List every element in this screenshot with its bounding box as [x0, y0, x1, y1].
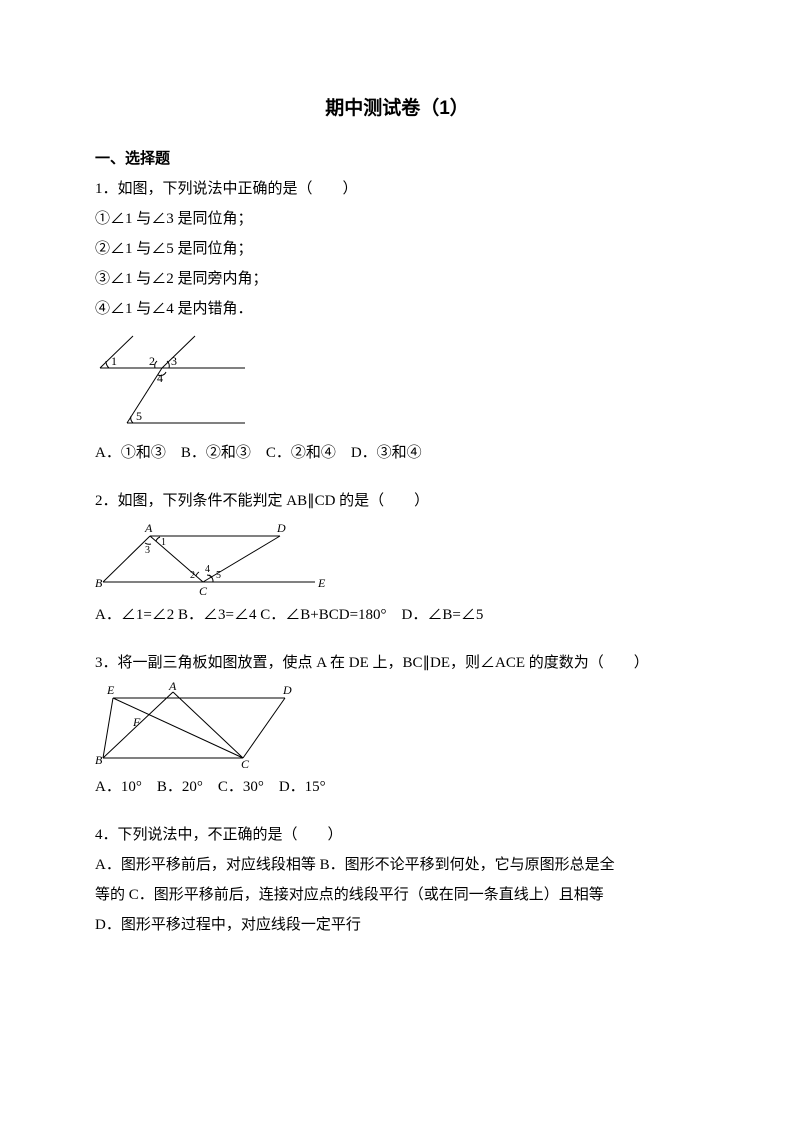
- q2-svg: A D B C E 1 3 2 4 5: [95, 520, 335, 598]
- q2-label-B: B: [95, 576, 103, 590]
- q1-stem: 1．如图，下列说法中正确的是（ ）: [95, 174, 699, 204]
- q1-line3: ③∠1 与∠2 是同旁内角；: [95, 264, 699, 294]
- section-header: 一、选择题: [95, 144, 699, 174]
- q1-label-3: 3: [171, 354, 177, 368]
- q2-options: A．∠1=∠2 B．∠3=∠4 C．∠B+BCD=180° D．∠B=∠5: [95, 600, 699, 630]
- q1-label-1: 1: [111, 354, 117, 368]
- q1-options: A．①和③ B．②和③ C．②和④ D．③和④: [95, 438, 699, 468]
- spacer: [95, 630, 699, 648]
- q2-label-C: C: [199, 584, 208, 598]
- q2-label-4: 4: [205, 564, 210, 575]
- q3-label-A: A: [168, 682, 177, 693]
- q1-line2: ②∠1 与∠5 是同位角；: [95, 234, 699, 264]
- page-title: 期中测试卷（1）: [95, 90, 699, 128]
- q3-label-E: E: [106, 683, 115, 697]
- q2-label-D: D: [276, 521, 286, 535]
- q3-figure: E A D B C F: [95, 682, 699, 770]
- q3-label-D: D: [282, 683, 292, 697]
- q3-label-F: F: [132, 715, 141, 729]
- q2-label-A: A: [144, 521, 153, 535]
- q3-label-C: C: [241, 757, 250, 770]
- page-container: 期中测试卷（1） 一、选择题 1．如图，下列说法中正确的是（ ） ①∠1 与∠3…: [0, 0, 794, 980]
- q2-label-2: 2: [190, 570, 195, 581]
- q1-label-5: 5: [136, 409, 142, 423]
- q3-options: A．10° B．20° C．30° D．15°: [95, 772, 699, 802]
- q1-figure: 1 2 3 4 5: [95, 328, 699, 436]
- q2-label-3: 3: [145, 545, 150, 556]
- q2-label-1: 1: [161, 537, 166, 548]
- q4-optA: A．图形平移前后，对应线段相等 B．图形不论平移到何处，它与原图形总是全: [95, 850, 699, 880]
- q3-svg: E A D B C F: [95, 682, 315, 770]
- q2-figure: A D B C E 1 3 2 4 5: [95, 520, 699, 598]
- q4-optC: D．图形平移过程中，对应线段一定平行: [95, 910, 699, 940]
- q1-label-4: 4: [157, 371, 163, 385]
- spacer: [95, 802, 699, 820]
- q1-label-2: 2: [149, 354, 155, 368]
- q3-stem: 3．将一副三角板如图放置，使点 A 在 DE 上，BC∥DE，则∠ACE 的度数…: [95, 648, 699, 678]
- q2-stem: 2．如图，下列条件不能判定 AB∥CD 的是（ ）: [95, 486, 699, 516]
- spacer: [95, 468, 699, 486]
- q1-line1: ①∠1 与∠3 是同位角；: [95, 204, 699, 234]
- q1-line4: ④∠1 与∠4 是内错角．: [95, 294, 699, 324]
- q2-label-E: E: [317, 576, 326, 590]
- q2-label-5: 5: [216, 570, 221, 581]
- q4-stem: 4．下列说法中，不正确的是（ ）: [95, 820, 699, 850]
- q1-svg: 1 2 3 4 5: [95, 328, 265, 436]
- q4-optB: 等的 C．图形平移前后，连接对应点的线段平行（或在同一条直线上）且相等: [95, 880, 699, 910]
- q3-label-B: B: [95, 753, 103, 767]
